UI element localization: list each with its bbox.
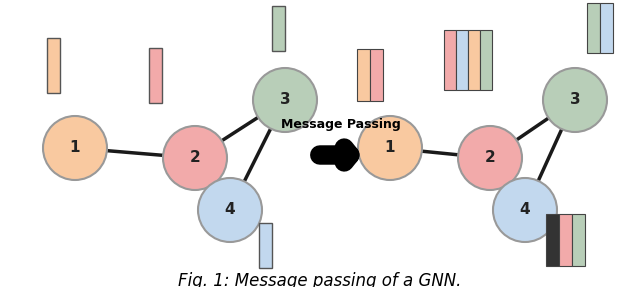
Bar bbox=[47, 38, 60, 92]
Bar bbox=[587, 3, 600, 53]
Text: 3: 3 bbox=[570, 92, 580, 108]
Text: 2: 2 bbox=[189, 150, 200, 166]
Bar bbox=[559, 214, 572, 266]
Text: 1: 1 bbox=[70, 141, 80, 156]
Text: Fig. 1: Message passing of a GNN.: Fig. 1: Message passing of a GNN. bbox=[179, 272, 461, 287]
Bar bbox=[370, 49, 383, 101]
Text: 4: 4 bbox=[520, 203, 531, 218]
Text: 1: 1 bbox=[385, 141, 396, 156]
Text: 2: 2 bbox=[484, 150, 495, 166]
Circle shape bbox=[358, 116, 422, 180]
Bar bbox=[468, 30, 480, 90]
Text: Message Passing: Message Passing bbox=[281, 118, 401, 131]
Text: 3: 3 bbox=[280, 92, 291, 108]
Circle shape bbox=[458, 126, 522, 190]
Circle shape bbox=[493, 178, 557, 242]
Circle shape bbox=[43, 116, 107, 180]
Circle shape bbox=[198, 178, 262, 242]
Bar bbox=[480, 30, 492, 90]
Bar bbox=[357, 49, 370, 101]
Circle shape bbox=[253, 68, 317, 132]
Bar bbox=[444, 30, 456, 90]
Circle shape bbox=[543, 68, 607, 132]
Bar bbox=[572, 214, 584, 266]
Bar bbox=[600, 3, 613, 53]
Text: 4: 4 bbox=[225, 203, 236, 218]
Bar bbox=[545, 214, 559, 266]
Circle shape bbox=[163, 126, 227, 190]
Bar bbox=[148, 48, 161, 102]
Bar bbox=[259, 222, 271, 267]
Bar bbox=[456, 30, 468, 90]
Bar bbox=[271, 5, 285, 51]
